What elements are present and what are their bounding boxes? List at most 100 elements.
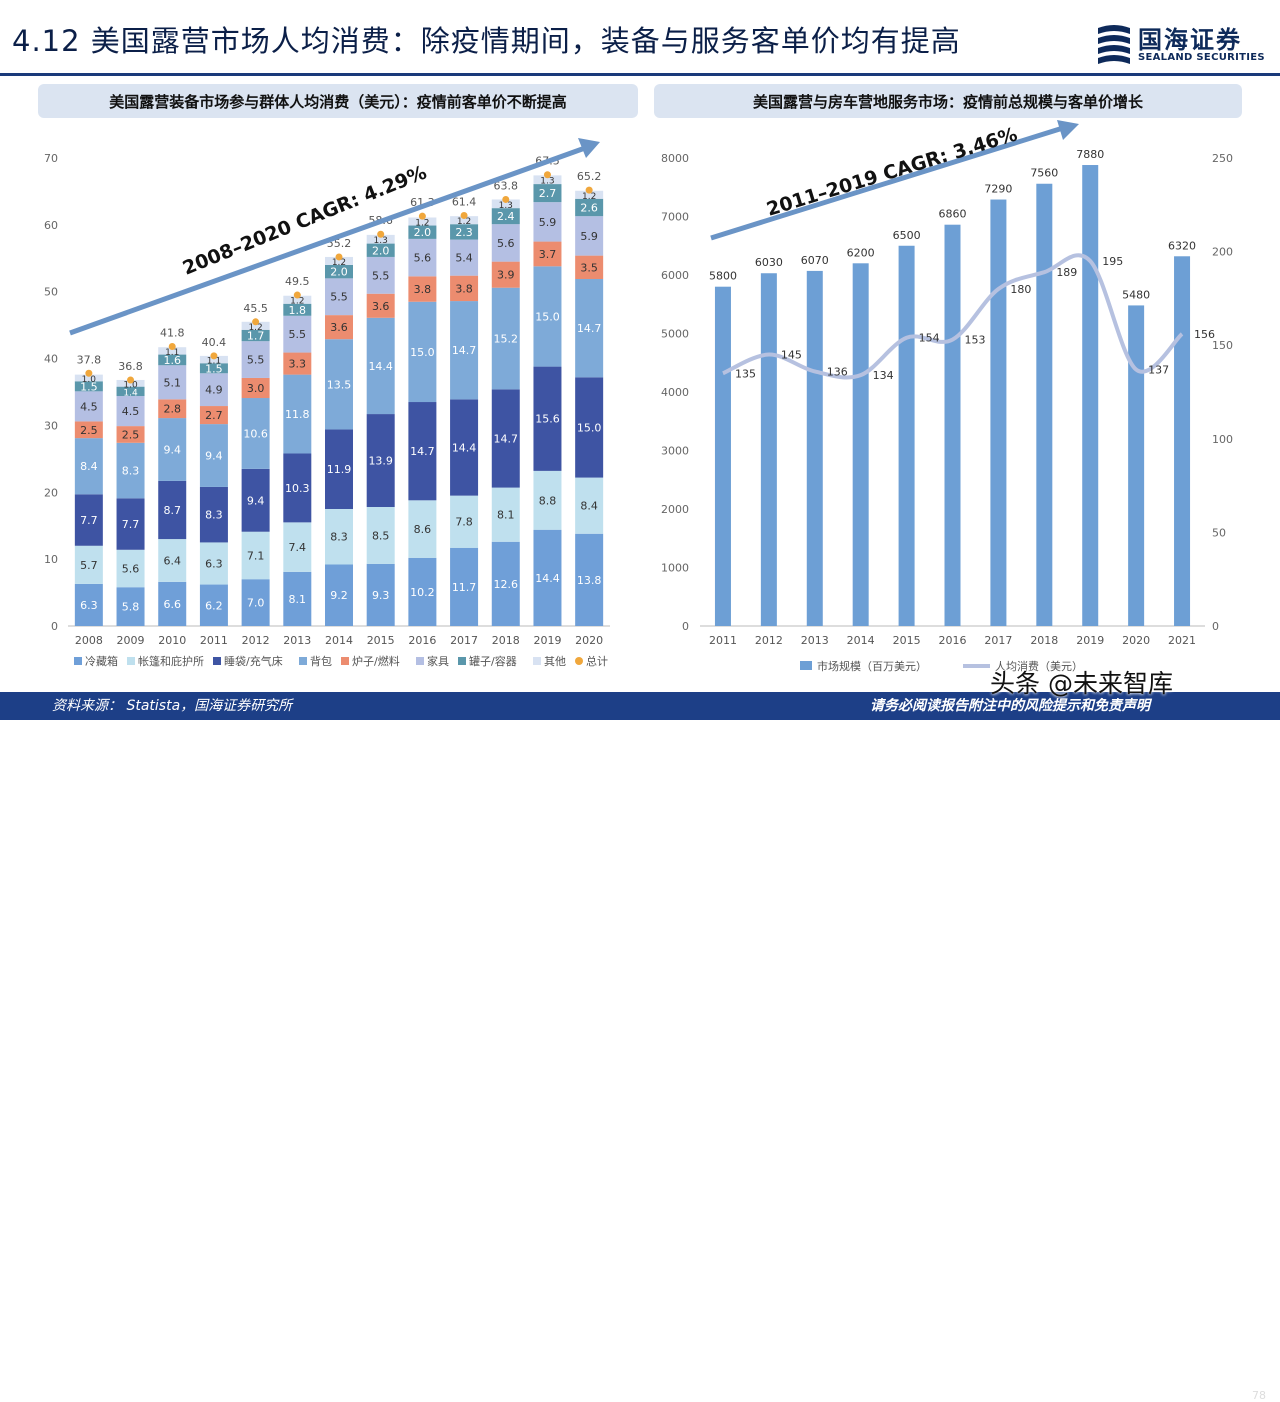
bar-segment [241,468,270,532]
market-size-bar [1174,256,1191,626]
segment-data-label: 1.3 [374,236,388,246]
segment-data-label: 6.2 [205,599,223,612]
bar-segment [74,391,103,422]
bar-segment [575,255,604,280]
segment-data-label: 3.0 [247,382,265,395]
segment-data-label: 1.0 [82,375,97,385]
x-tick-label: 2015 [367,634,395,647]
bar-segment [450,216,479,225]
bar-segment [575,216,604,256]
total-data-label: 63.8 [494,179,519,192]
segment-data-label: 13.9 [368,455,393,468]
segment-data-label: 3.6 [372,300,390,313]
segment-data-label: 9.3 [372,589,390,602]
bar-segment [283,295,312,304]
x-tick-label: 2011 [200,634,228,647]
segment-data-label: 1.2 [248,323,262,333]
bar-data-label: 7560 [1030,167,1058,180]
y-right-tick-label: 0 [1212,620,1219,633]
x-tick-label: 2018 [1030,634,1058,647]
market-size-bar [944,224,961,626]
segment-data-label: 1.2 [457,217,471,227]
bar-segment [325,256,353,265]
segment-data-label: 1.0 [123,380,138,390]
segment-data-label: 6.3 [80,599,98,612]
bar-segment [366,256,395,294]
bar-segment [408,301,437,403]
bar-data-label: 7880 [1076,148,1104,161]
segment-data-label: 8.7 [163,504,181,517]
company-logo: 国海证券 SEALAND SECURITIES [1094,20,1274,70]
legend-item: 总计 [575,654,608,668]
bar-segment [74,421,103,439]
total-data-label: 45.5 [243,302,268,315]
bar-segment [450,399,479,496]
bar-segment [283,571,312,626]
legend-item: 人均消费（美元） [963,659,1083,673]
bar-segment [241,398,270,469]
bar-segment [74,438,103,495]
bar-segment [325,264,353,279]
total-marker [168,343,176,351]
bar-segment [575,198,604,217]
legend-item: 冷藏箱 [74,654,118,668]
bar-data-label: 6860 [939,208,967,221]
bar-segment [283,453,312,523]
segment-data-label: 5.1 [163,376,181,389]
total-data-label: 61.4 [452,195,477,208]
svg-text:其他: 其他 [544,655,566,668]
legend-item: 市场规模（百万美元） [800,659,927,673]
total-marker [460,211,468,219]
bar-segment [408,276,437,302]
segment-data-label: 5.4 [455,252,473,265]
line-data-label: 154 [919,332,940,345]
segment-data-label: 3.5 [580,261,598,274]
segment-data-label: 13.5 [327,378,352,391]
x-tick-label: 2012 [242,634,270,647]
x-tick-label: 2008 [75,634,103,647]
y-left-tick-label: 4000 [661,386,689,399]
y-left-tick-label: 8000 [661,152,689,165]
segment-data-label: 9.4 [205,450,223,463]
segment-data-label: 5.9 [539,216,557,229]
x-tick-label: 2019 [1076,634,1104,647]
footer-source: 资料来源： Statista，国海证券研究所 [52,698,293,714]
segment-data-label: 6.6 [163,598,181,611]
segment-data-label: 8.4 [80,460,98,473]
total-marker [127,376,135,384]
line-data-label: 195 [1102,255,1123,268]
y-right-tick-label: 50 [1212,526,1226,539]
y-tick-label: 60 [44,219,58,232]
bar-segment [241,579,270,626]
legend-item: 炉子/燃料 [341,654,400,668]
bar-segment [74,381,103,392]
bar-segment [450,495,479,548]
total-data-label: 37.8 [77,353,102,366]
page-number: 78 [1252,1389,1266,1402]
x-tick-label: 2009 [117,634,145,647]
bar-segment [533,202,562,242]
y-tick-label: 70 [44,152,58,165]
market-size-bar [806,270,823,626]
bar-segment [366,293,395,318]
svg-text:帐篷和庇护所: 帐篷和庇护所 [138,654,204,668]
segment-data-label: 8.1 [497,509,515,522]
bar-data-label: 6070 [801,254,829,267]
per-capita-line [722,253,1184,380]
segment-data-label: 5.6 [122,563,140,576]
segment-data-label: 1.2 [582,192,596,202]
x-tick-label: 2014 [325,634,353,647]
segment-data-label: 4.9 [205,384,223,397]
y-left-tick-label: 5000 [661,328,689,341]
segment-data-label: 9.2 [330,589,348,602]
total-data-label: 36.8 [118,360,143,373]
line-data-label: 136 [827,365,848,378]
header-rule [0,73,1280,76]
x-tick-label: 2019 [533,634,561,647]
right-chart-heading: 美国露营与房车营地服务市场：疫情前总规模与客单价增长 [654,84,1242,118]
bar-segment [491,199,520,209]
bar-segment [74,583,103,626]
bar-segment [158,418,187,481]
bar-segment [491,208,520,225]
segment-data-label: 8.8 [539,494,557,507]
